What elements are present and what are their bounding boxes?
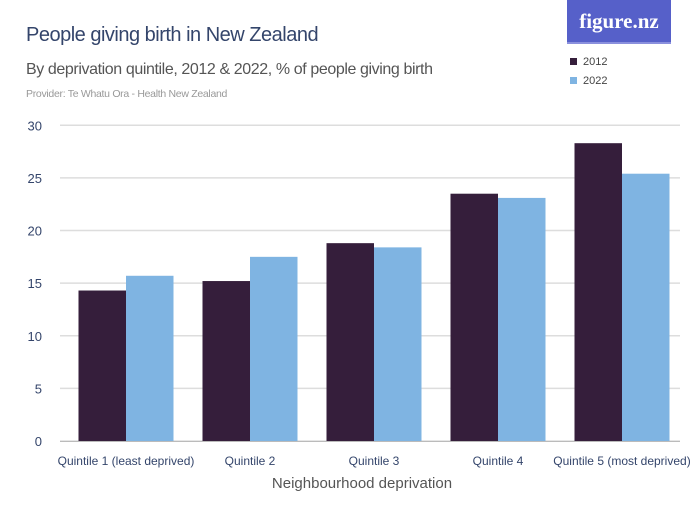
provider-text: Provider: Te Whatu Ora - Health New Zeal…	[26, 88, 228, 100]
legend-item-2012: 2012	[570, 52, 607, 71]
bar-2012-q1	[78, 290, 126, 441]
y-tick-label: 25	[28, 171, 42, 186]
legend-label-2012: 2012	[583, 55, 608, 68]
bar-2022-q2	[250, 256, 298, 441]
legend-swatch-2012	[570, 58, 577, 65]
y-tick-label: 20	[28, 224, 42, 239]
x-tick-label: Quintile 5 (most deprived)	[553, 454, 690, 468]
legend: 2012 2022	[570, 52, 607, 90]
x-tick-label: Quintile 4	[473, 454, 524, 468]
x-tick-label: Quintile 3	[349, 454, 400, 468]
chart-subtitle: By deprivation quintile, 2012 & 2022, % …	[26, 61, 433, 78]
legend-swatch-2022	[570, 77, 577, 84]
bar-2012-q5	[574, 143, 622, 441]
bar-2012-q4	[450, 193, 498, 441]
bar-2012-q2	[202, 281, 250, 441]
bar-2022-q3	[374, 247, 422, 441]
y-tick-label: 15	[28, 276, 42, 291]
y-tick-label: 0	[35, 434, 42, 449]
bar-2022-q1	[126, 275, 174, 441]
x-tick-label: Quintile 1 (least deprived)	[58, 454, 195, 468]
figure-nz-logo[interactable]: figure.nz	[567, 0, 671, 44]
x-tick-label: Quintile 2	[225, 454, 276, 468]
legend-item-2022: 2022	[570, 71, 607, 90]
legend-label-2022: 2022	[583, 74, 608, 87]
y-tick-label: 5	[35, 381, 42, 396]
y-tick-label: 30	[28, 118, 42, 133]
bar-2012-q3	[326, 243, 374, 441]
chart-title: People giving birth in New Zealand	[26, 24, 319, 46]
bar-2022-q5	[622, 173, 670, 441]
y-tick-label: 10	[28, 329, 42, 344]
x-axis-title: Neighbourhood deprivation	[272, 475, 452, 492]
bar-2022-q4	[498, 197, 546, 441]
